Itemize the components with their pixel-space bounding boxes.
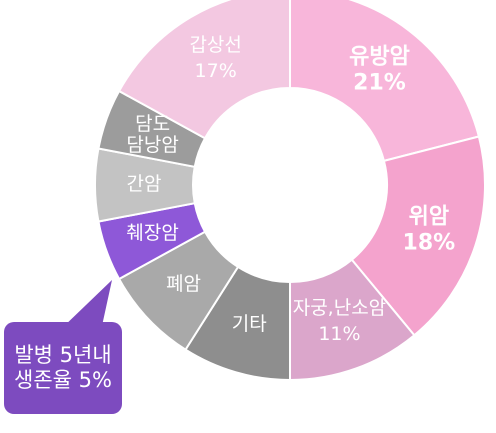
slice-label: 기타 xyxy=(231,313,267,336)
slice-label: 유방암 xyxy=(349,43,410,69)
slice xyxy=(289,0,481,163)
slice xyxy=(350,135,486,337)
annotation-pointer xyxy=(60,280,112,335)
slice-label: 위암 xyxy=(408,204,450,230)
value-label: 17% xyxy=(194,60,237,83)
slice-label: 자궁,난소암 xyxy=(292,297,387,320)
slice-label: 담도 담낭암 xyxy=(126,112,179,157)
slice xyxy=(117,0,291,140)
slice-label: 간암 xyxy=(126,173,162,196)
slice-label: 폐암 xyxy=(166,273,202,296)
value-label: 18% xyxy=(402,230,456,256)
annotation: 발병 5년내 생존율 5% xyxy=(4,322,122,414)
slice-label: 갑상선 xyxy=(189,34,242,57)
slice-label: 췌장암 xyxy=(126,222,179,245)
value-label: 11% xyxy=(318,323,361,346)
value-label: 21% xyxy=(353,69,406,95)
